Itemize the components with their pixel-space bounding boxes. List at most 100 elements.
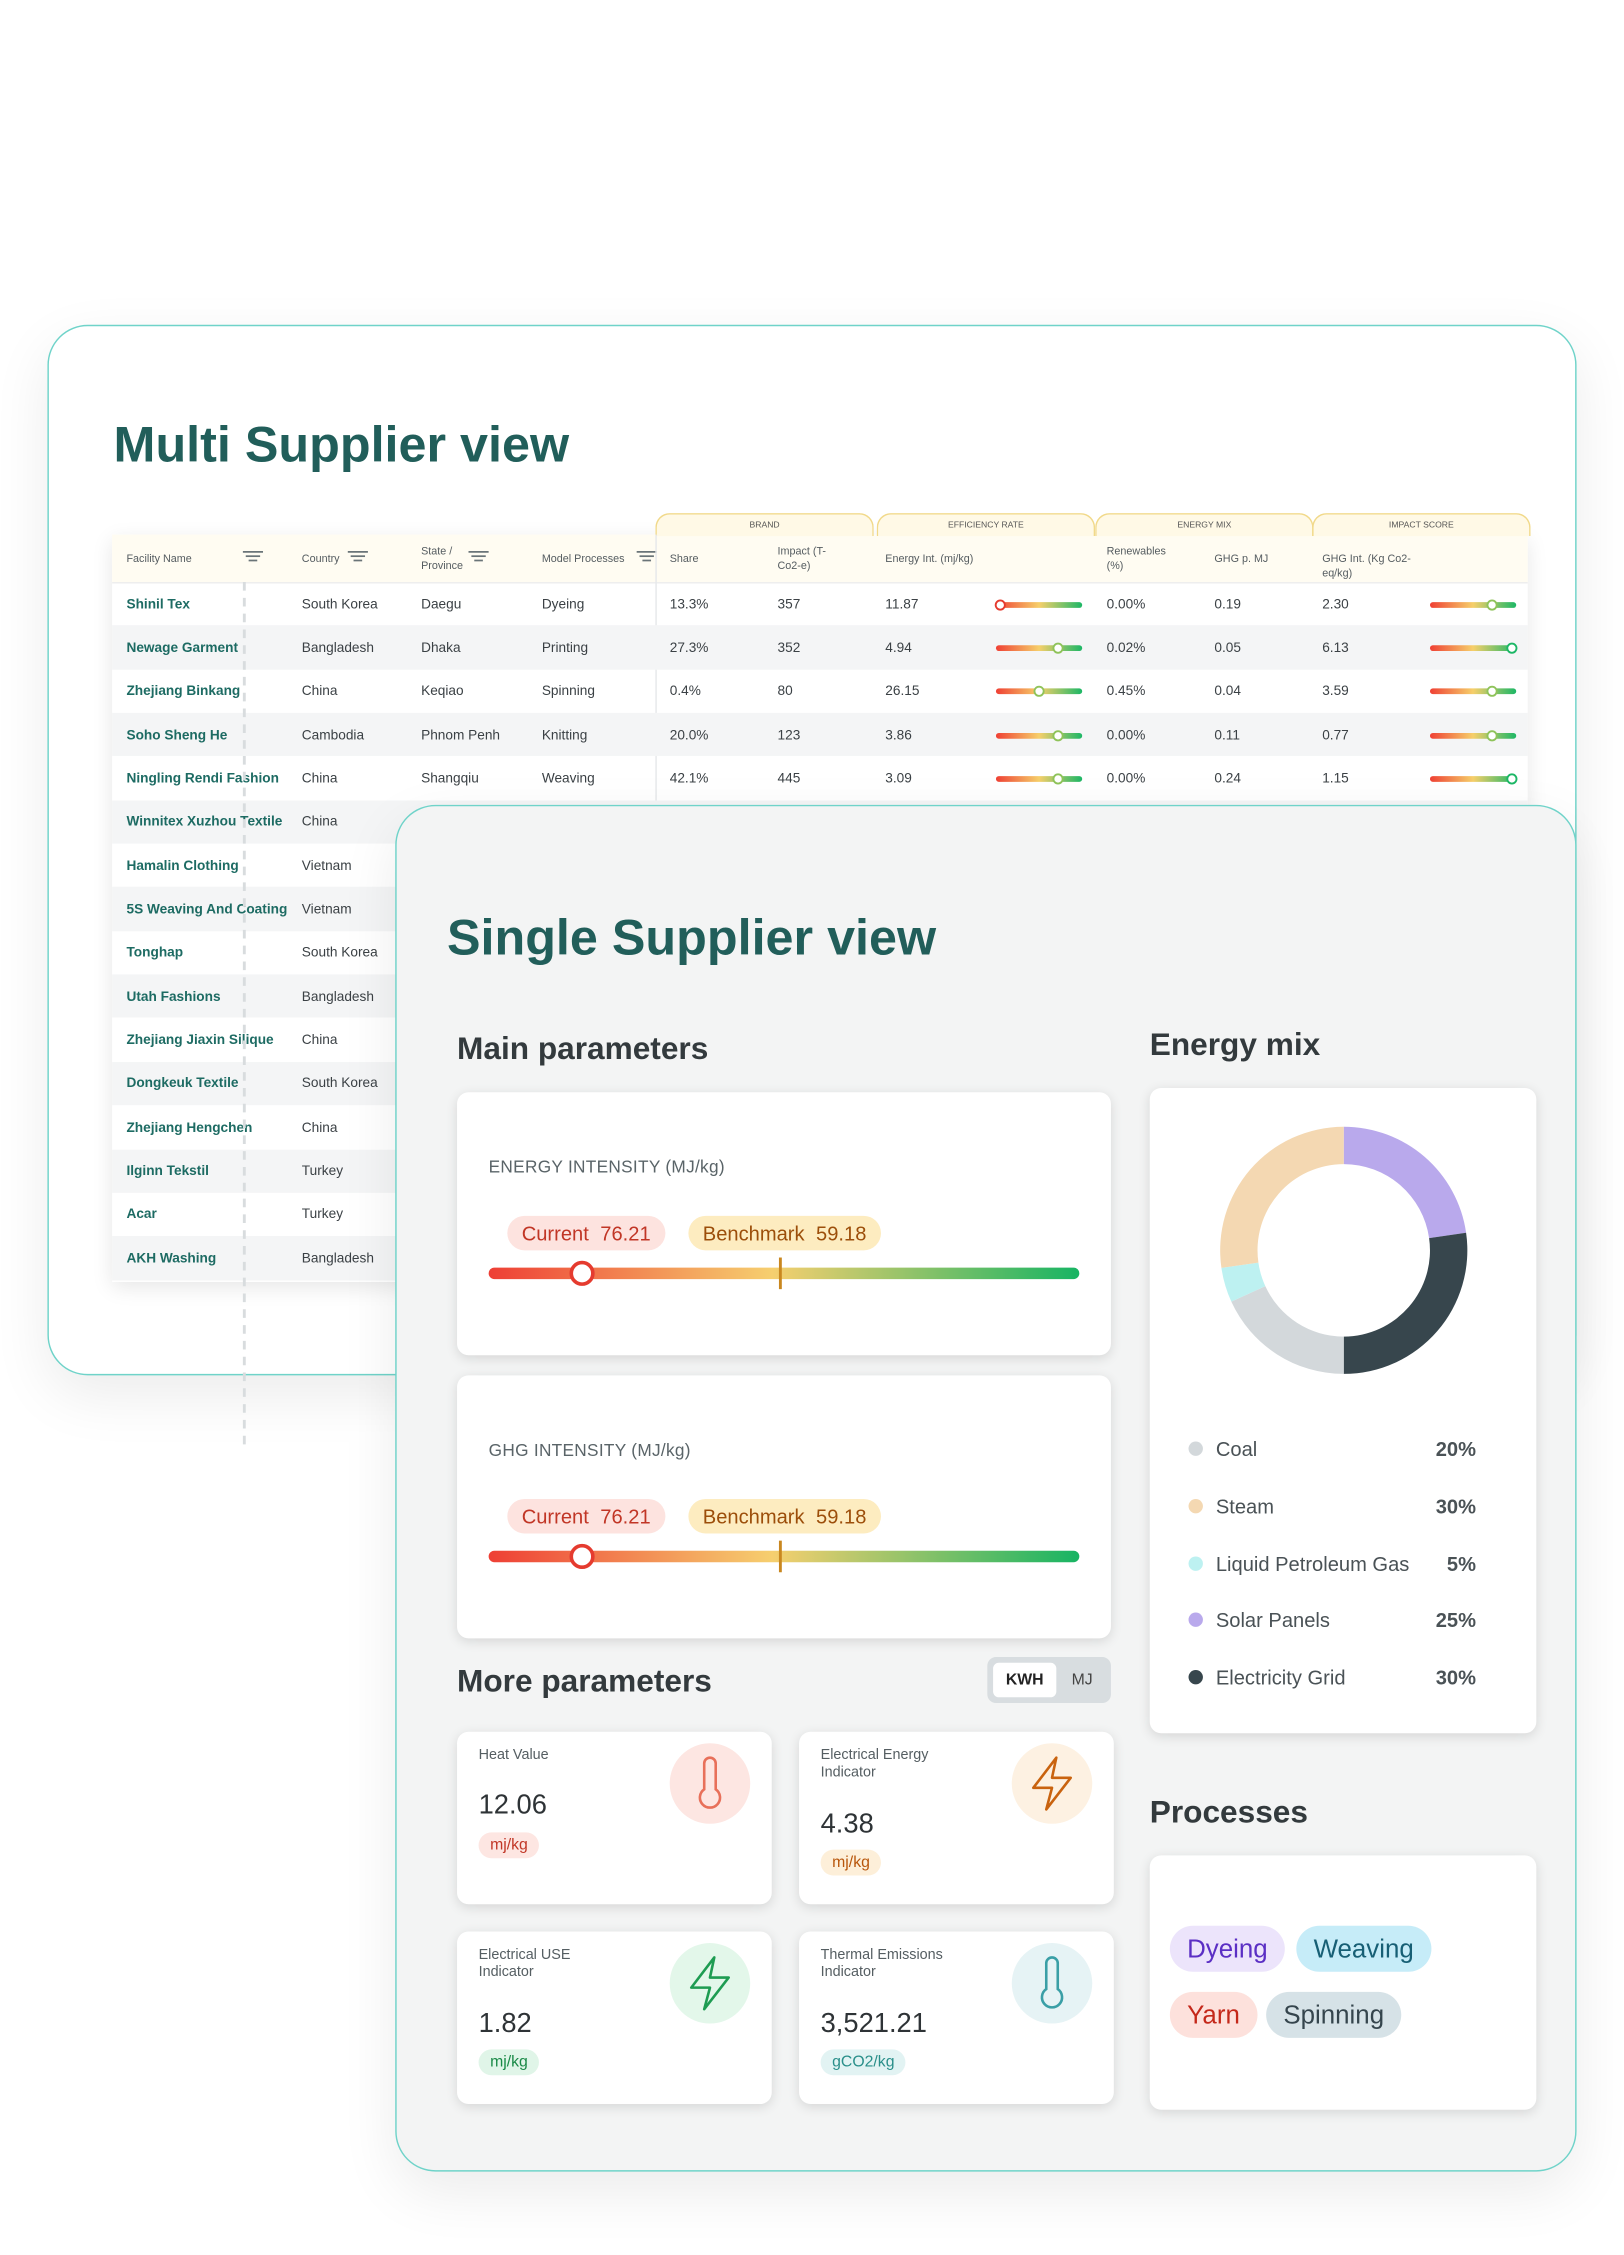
table-cell: Spinning: [541, 683, 595, 700]
slider-track: [1429, 775, 1517, 782]
facility-name[interactable]: Ningling Rendi Fashion: [126, 770, 279, 787]
table-cell: South Korea: [301, 1076, 378, 1093]
metric-unit: mj/kg: [478, 1832, 540, 1859]
slider-track: [488, 1267, 1080, 1280]
donut-segment: [1231, 1286, 1344, 1374]
legend-value: 20%: [1435, 1437, 1476, 1461]
donut-segment: [1343, 1232, 1468, 1374]
table-cell: 3.09: [885, 770, 912, 787]
table-cell: China: [301, 683, 338, 700]
facility-name[interactable]: Zhejiang Jiaxin Silique: [126, 1032, 274, 1049]
column-header: Share: [669, 551, 699, 565]
benchmark-value: 59.18: [816, 1221, 867, 1245]
table-cell: 0.11: [1214, 727, 1240, 744]
table-cell: Vietnam: [301, 858, 352, 874]
legend-name: Steam: [1215, 1494, 1275, 1518]
donut-segment: [1220, 1126, 1344, 1268]
facility-name[interactable]: Zhejiang Binkang: [126, 683, 241, 700]
slider-knob: [1052, 729, 1064, 741]
slider-knob: [1486, 598, 1498, 610]
table-cell: Weaving: [541, 770, 595, 787]
table-cell: 80: [777, 683, 793, 700]
column-group: BRAND: [655, 513, 874, 537]
facility-name[interactable]: 5S Weaving And Coating: [126, 901, 288, 918]
filter-icon: [468, 551, 489, 562]
table-header: [112, 534, 1528, 584]
facility-name[interactable]: AKH Washing: [126, 1250, 217, 1267]
row-stripe: [112, 625, 1528, 670]
table-cell: South Korea: [301, 596, 378, 613]
legend-value: 5%: [1446, 1551, 1476, 1575]
table-cell: Knitting: [541, 727, 588, 744]
table-cell: Bangladesh: [301, 640, 374, 656]
toggle-option[interactable]: MJ: [1071, 1671, 1093, 1689]
table-cell: Bangladesh: [301, 1250, 374, 1267]
table-cell: Phnom Penh: [421, 727, 501, 744]
metric-value: 4.38: [820, 1809, 874, 1840]
table-cell: 26.15: [885, 683, 920, 700]
slider-knob: [569, 1260, 595, 1286]
current-value: 76.21: [600, 1221, 651, 1245]
metric-value: 12.06: [478, 1790, 547, 1821]
energy-mix-card: [1149, 1087, 1537, 1734]
filter-icon: [242, 551, 264, 562]
current-label: Current: [521, 1221, 589, 1245]
table-cell: 0.02%: [1106, 640, 1146, 656]
table-cell: China: [301, 1032, 338, 1049]
facility-name[interactable]: Dongkeuk Textile: [126, 1076, 239, 1093]
column-group: IMPACT SCORE: [1312, 513, 1531, 537]
table-cell: 357: [777, 596, 801, 613]
icon-bg: [669, 1743, 751, 1824]
table-cell: 1.15: [1322, 770, 1349, 787]
toggle-option[interactable]: KWH: [993, 1662, 1057, 1698]
legend-dot: [1188, 1613, 1203, 1628]
current-label: Current: [521, 1504, 589, 1528]
process-tag: Weaving: [1296, 1925, 1432, 1972]
legend-value: 25%: [1435, 1608, 1476, 1632]
mini-slider: [995, 729, 1083, 741]
facility-name[interactable]: Newage Garment: [126, 640, 239, 656]
slider-knob: [1506, 773, 1518, 785]
column-header: Facility Name: [126, 551, 192, 565]
row-stripe: [112, 712, 1528, 757]
unit-toggle[interactable]: KWH MJ: [987, 1657, 1111, 1704]
processes-title: Processes: [1149, 1793, 1308, 1830]
intensity-slider: [488, 1540, 1080, 1573]
metric-icon: [1011, 1743, 1093, 1824]
facility-name[interactable]: Shinil Tex: [126, 596, 190, 613]
main-title: Main parameters: [457, 1030, 709, 1067]
facility-name[interactable]: Utah Fashions: [126, 988, 221, 1005]
current-pill: Current 76.21: [507, 1215, 666, 1251]
metric-icon: [1011, 1943, 1093, 2024]
metric-icon: [669, 1743, 751, 1824]
legend-name: Electricity Grid: [1215, 1665, 1346, 1689]
facility-name[interactable]: Zhejiang Hengchen: [126, 1119, 253, 1136]
table-cell: Vietnam: [301, 901, 352, 918]
table-cell: Dyeing: [541, 596, 585, 613]
benchmark-pill: Benchmark 59.18: [688, 1215, 881, 1251]
slider-knob: [569, 1543, 595, 1570]
legend-dot: [1188, 1498, 1203, 1514]
table-cell: 445: [777, 770, 801, 787]
processes-card: [1149, 1855, 1537, 2110]
facility-name[interactable]: Hamalin Clothing: [126, 858, 239, 874]
metric-unit: gCO2/kg: [820, 2049, 907, 2076]
mini-slider: [995, 773, 1083, 785]
facility-name[interactable]: Tonghap: [126, 945, 184, 962]
donut-segment: [1221, 1262, 1266, 1302]
current-value: 76.21: [600, 1504, 651, 1528]
table-cell: 0.04: [1214, 683, 1241, 700]
facility-name[interactable]: Acar: [126, 1207, 157, 1223]
table-cell: 0.00%: [1106, 596, 1146, 613]
table-cell: 13.3%: [669, 596, 709, 613]
table-cell: 0.19: [1214, 596, 1241, 613]
facility-name[interactable]: Ilginn Tekstil: [126, 1163, 209, 1180]
slider-knob: [1506, 642, 1518, 654]
metric-unit: mj/kg: [820, 1849, 882, 1876]
facility-name[interactable]: Soho Sheng He: [126, 727, 228, 744]
mini-slider: [1429, 642, 1518, 654]
process-tag: Dyeing: [1169, 1925, 1285, 1972]
table-cell: South Korea: [301, 945, 378, 962]
parameter-label: ENERGY INTENSITY (MJ/kg): [488, 1156, 725, 1178]
